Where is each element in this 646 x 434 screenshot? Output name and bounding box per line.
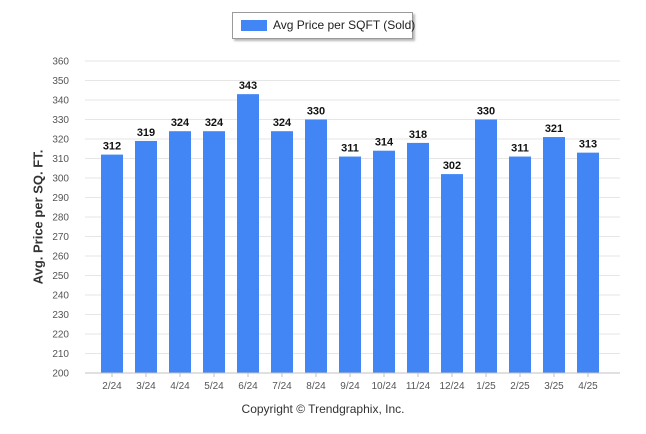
y-tick-label: 310 <box>52 154 69 165</box>
bars: 312 319 324 324 343 324 330 311 314 318 302 330 311 3… <box>101 80 599 374</box>
bar <box>339 156 361 373</box>
bar-value-label: 311 <box>511 143 529 155</box>
bar <box>101 154 123 373</box>
x-tick-label: 7/24 <box>272 381 292 392</box>
y-tick-label: 340 <box>52 96 69 107</box>
bar <box>203 131 225 373</box>
y-tick-label: 210 <box>52 349 69 360</box>
bar <box>475 119 497 373</box>
y-tick-label: 360 <box>52 57 69 68</box>
bar-value-label: 302 <box>443 160 461 172</box>
legend-swatch <box>241 20 267 31</box>
bar <box>407 142 429 373</box>
y-tick-label: 290 <box>52 193 69 204</box>
bar-value-label: 324 <box>205 117 224 129</box>
x-tick-label: 6/24 <box>238 381 258 392</box>
bar-value-label: 324 <box>273 117 292 129</box>
y-tick-label: 260 <box>52 252 69 263</box>
bar <box>373 150 395 373</box>
bar-value-label: 313 <box>579 139 597 151</box>
bar <box>169 131 191 373</box>
y-tick-label: 240 <box>52 291 69 302</box>
bar <box>543 137 565 373</box>
y-tick-label: 280 <box>52 213 69 224</box>
bar <box>577 152 599 373</box>
bar-value-label: 314 <box>375 137 394 149</box>
y-tick-label: 270 <box>52 232 69 243</box>
bar <box>237 94 259 374</box>
bar <box>271 131 293 373</box>
copyright-text: Copyright © Trendgraphix, Inc. <box>241 402 405 416</box>
bar-value-label: 312 <box>103 141 121 153</box>
bar <box>509 156 531 373</box>
y-tick-label: 350 <box>52 76 69 87</box>
x-tick-label: 10/24 <box>371 381 396 392</box>
legend: Avg Price per SQFT (Sold) <box>232 12 416 39</box>
bar-value-label: 330 <box>477 106 495 118</box>
bar <box>441 174 463 373</box>
bar <box>135 140 157 373</box>
x-tick-label: 3/24 <box>136 381 156 392</box>
y-tick-label: 200 <box>52 369 69 380</box>
y-axis-ticks: 200 210 220 230 240 250 260 270 280 290 300 310 320 3… <box>52 57 69 380</box>
x-axis-ticks: 2/24 3/24 4/24 5/24 6/24 7/24 8/24 9/24 10/24 11/… <box>102 373 598 392</box>
bar-value-label: 319 <box>137 127 155 139</box>
bar-value-label: 330 <box>307 106 325 118</box>
x-tick-label: 4/25 <box>578 381 598 392</box>
y-tick-label: 220 <box>52 330 69 341</box>
y-tick-label: 330 <box>52 115 69 126</box>
y-tick-label: 300 <box>52 174 69 185</box>
bar-value-label: 343 <box>239 80 257 92</box>
bar-value-label: 321 <box>545 123 563 135</box>
x-tick-label: 5/24 <box>204 381 224 392</box>
bar-value-label: 311 <box>341 143 359 155</box>
bar <box>305 119 327 373</box>
x-tick-label: 1/25 <box>476 381 496 392</box>
bar-value-label: 318 <box>409 129 427 141</box>
x-tick-label: 3/25 <box>544 381 564 392</box>
x-tick-label: 2/25 <box>510 381 530 392</box>
x-tick-label: 12/24 <box>439 381 464 392</box>
y-tick-label: 250 <box>52 271 69 282</box>
x-tick-label: 11/24 <box>406 381 431 392</box>
x-tick-label: 9/24 <box>340 381 360 392</box>
legend-label: Avg Price per SQFT (Sold) <box>273 18 416 32</box>
bar-value-label: 324 <box>171 117 190 129</box>
y-tick-label: 320 <box>52 135 69 146</box>
y-tick-label: 230 <box>52 310 69 321</box>
x-tick-label: 2/24 <box>102 381 122 392</box>
x-tick-label: 8/24 <box>306 381 326 392</box>
y-axis-label: Avg. Price per SQ. FT. <box>30 149 46 285</box>
x-tick-label: 4/24 <box>170 381 190 392</box>
